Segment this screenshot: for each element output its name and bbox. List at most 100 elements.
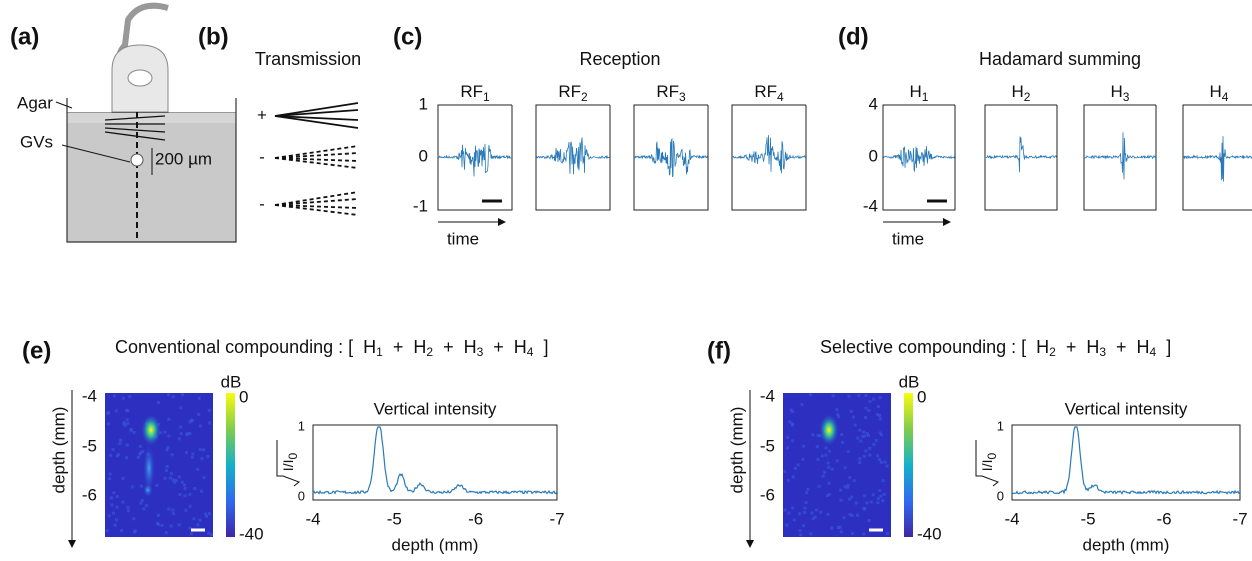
colorbar bbox=[226, 393, 235, 537]
speckle bbox=[867, 519, 871, 523]
speckle bbox=[156, 513, 160, 517]
speckle bbox=[112, 491, 116, 495]
speckle bbox=[105, 529, 109, 533]
waveform bbox=[731, 135, 807, 174]
panel-title: Hadamard summing bbox=[979, 49, 1141, 69]
subscript: 2 bbox=[581, 90, 588, 104]
speckle bbox=[786, 446, 790, 450]
speckle bbox=[862, 430, 866, 434]
speckle bbox=[881, 499, 885, 503]
waveform bbox=[984, 136, 1058, 173]
speckle bbox=[881, 479, 885, 483]
speckle bbox=[199, 489, 203, 493]
speckle bbox=[836, 525, 840, 529]
y-tick-label: 0 bbox=[869, 146, 878, 165]
speckle bbox=[878, 431, 882, 435]
speckle bbox=[110, 503, 114, 507]
plot-title: Vertical intensity bbox=[1065, 399, 1188, 418]
x-tick-label: -7 bbox=[1232, 509, 1247, 528]
plot-frame bbox=[633, 104, 709, 211]
speckle bbox=[856, 513, 860, 517]
text-part: RF bbox=[558, 82, 581, 101]
y-axis-label: depth (mm) bbox=[727, 407, 746, 494]
speckle bbox=[797, 512, 801, 516]
speckle bbox=[874, 438, 878, 442]
speckle bbox=[789, 408, 793, 412]
speckle bbox=[867, 434, 871, 438]
speckle bbox=[171, 395, 175, 399]
speckle bbox=[128, 395, 132, 399]
speckle bbox=[810, 511, 814, 515]
speckle bbox=[125, 418, 129, 422]
x-tick-label: -7 bbox=[549, 509, 564, 528]
text-part: RF bbox=[754, 82, 777, 101]
panel-label: (d) bbox=[838, 23, 869, 50]
speckle bbox=[848, 512, 852, 516]
speckle bbox=[826, 494, 830, 498]
text-part: I/I bbox=[280, 460, 296, 472]
speckle bbox=[846, 483, 850, 487]
speckle bbox=[848, 476, 852, 480]
speckle bbox=[164, 531, 168, 535]
speckle bbox=[876, 497, 880, 501]
subscript: 2 bbox=[1049, 345, 1056, 359]
text-part: H bbox=[1137, 337, 1150, 357]
speckle bbox=[824, 453, 828, 457]
speckle bbox=[852, 479, 856, 483]
speckle bbox=[816, 458, 820, 462]
speckle bbox=[126, 509, 130, 513]
arrow-head bbox=[943, 218, 951, 226]
plot-frame bbox=[437, 104, 513, 211]
speckle bbox=[177, 437, 181, 441]
y-tick-label: 4 bbox=[869, 94, 878, 113]
speckle bbox=[827, 493, 831, 497]
speckle bbox=[864, 449, 868, 453]
speckle bbox=[850, 513, 854, 517]
speckle bbox=[114, 518, 118, 522]
speckle bbox=[173, 480, 177, 484]
speckle bbox=[191, 452, 195, 456]
subscript: 4 bbox=[527, 345, 534, 359]
speckle bbox=[140, 498, 144, 502]
speckle bbox=[181, 393, 185, 397]
plot-frame bbox=[731, 104, 807, 211]
speckle bbox=[108, 472, 112, 476]
text-part: H bbox=[464, 337, 477, 357]
speckle bbox=[882, 492, 886, 496]
speckle bbox=[787, 511, 791, 515]
colorbar-tick-label: -40 bbox=[917, 524, 942, 543]
speckle bbox=[112, 511, 116, 515]
waveform bbox=[535, 137, 611, 175]
text-part: ] bbox=[543, 337, 548, 357]
speckle bbox=[806, 487, 810, 491]
plot-title: H4 bbox=[1210, 82, 1229, 104]
scale-label: 200 µm bbox=[155, 149, 212, 168]
y-tick-label: -6 bbox=[82, 485, 97, 504]
speckle bbox=[169, 471, 173, 475]
speckle bbox=[126, 421, 130, 425]
speckle bbox=[876, 501, 880, 505]
image bbox=[783, 393, 891, 537]
tail bbox=[143, 483, 153, 497]
speckle bbox=[819, 510, 823, 514]
arrow-head bbox=[498, 218, 506, 226]
speckle bbox=[858, 461, 862, 465]
speckle bbox=[879, 433, 883, 437]
speckle bbox=[838, 525, 842, 529]
speckle bbox=[864, 406, 868, 410]
speckle bbox=[113, 394, 117, 398]
speckle bbox=[835, 408, 839, 412]
speckle bbox=[802, 524, 806, 528]
speckle bbox=[198, 424, 202, 428]
y-tick-label: -5 bbox=[82, 436, 97, 455]
speckle bbox=[862, 506, 866, 510]
text-part: H bbox=[910, 82, 922, 101]
plot-title: RF3 bbox=[656, 82, 686, 104]
speckle bbox=[811, 433, 815, 437]
speckle bbox=[107, 514, 111, 518]
speckle bbox=[188, 504, 192, 508]
waveform bbox=[437, 143, 513, 177]
speckle bbox=[830, 526, 834, 530]
speckle bbox=[113, 523, 117, 527]
